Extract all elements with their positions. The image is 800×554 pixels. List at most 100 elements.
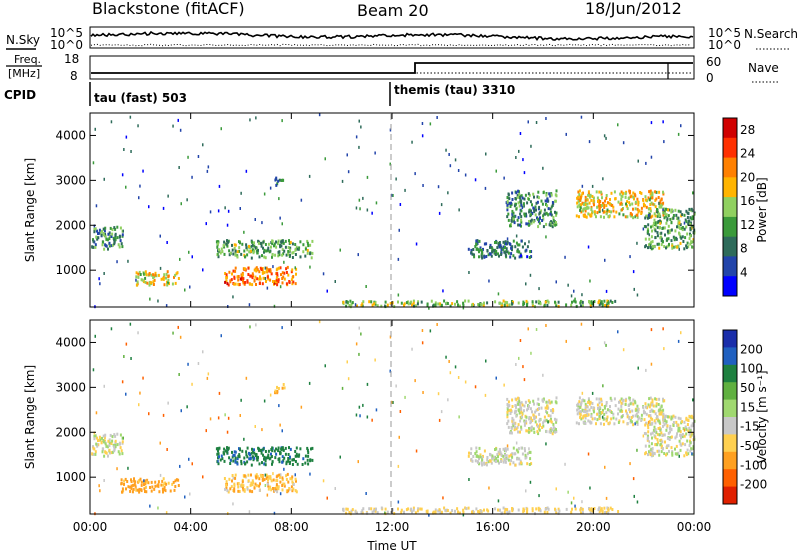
velocity-echo-cell (507, 400, 510, 404)
power-echo-cell (254, 246, 257, 250)
velocity-echo-cell (654, 436, 657, 440)
velocity-echo-cell (667, 431, 670, 435)
power-echo-cell (276, 182, 279, 186)
velocity-echo-cell (635, 408, 638, 412)
velocity-echo-cell (116, 432, 119, 436)
noise-search-trace (90, 43, 692, 47)
velocity-echo-cell (532, 399, 535, 403)
velocity-echo-cell (617, 510, 620, 513)
velocity-echo-cell (240, 398, 242, 402)
power-echo-cell (434, 301, 437, 305)
power-echo-cell (691, 217, 694, 220)
velocity-echo-cell (334, 487, 336, 490)
power-echo-cell (664, 212, 667, 216)
power-echo-cell (105, 237, 108, 241)
velocity-echo-cell (454, 365, 457, 369)
velocity-echo-cell (668, 415, 671, 419)
power-echo-cell (545, 235, 547, 239)
velocity-echo-cell (306, 448, 309, 452)
velocity-echo-cell (657, 419, 660, 423)
power-echo-cell (454, 302, 456, 306)
velocity-echo-cell (261, 428, 263, 432)
velocity-echo-cell (514, 463, 517, 467)
velocity-echo-cell (467, 506, 470, 510)
power-echo-cell (642, 202, 645, 206)
power-echo-cell (598, 303, 601, 307)
velocity-echo-cell (636, 414, 639, 418)
power-echo-cell (593, 203, 595, 207)
velocity-echo-cell (609, 506, 612, 510)
velocity-echo-cell (545, 400, 548, 404)
power-echo-cell (471, 303, 473, 307)
power-echo-cell (574, 297, 576, 301)
power-echo-cell (647, 223, 650, 227)
velocity-echo-cell (505, 454, 508, 458)
velocity-echo-cell (397, 507, 399, 511)
power-echo-cell (670, 239, 673, 243)
velocity-echo-cell (263, 399, 266, 403)
velocity-echo-cell (590, 507, 593, 511)
power-echo-cell (518, 250, 521, 254)
power-echo-cell (358, 145, 360, 149)
velocity-echo-cell (513, 411, 516, 415)
velocity-echo-cell (617, 407, 620, 411)
velocity-echo-cell (648, 444, 651, 448)
velocity-echo-cell (273, 488, 276, 492)
power-echo-cell (530, 255, 533, 259)
velocity-colorbar-tick-label: -100 (740, 458, 767, 472)
velocity-echo-cell (145, 490, 148, 494)
velocity-echo-cell (689, 449, 692, 453)
velocity-echo-cell (270, 479, 273, 483)
power-echo-cell (271, 239, 274, 243)
velocity-echo-cell (632, 402, 635, 406)
power-echo-cell (526, 302, 529, 306)
velocity-colorbar-tick-label: 15 (740, 400, 755, 414)
velocity-echo-cell (188, 457, 190, 461)
power-echo-cell (475, 247, 478, 251)
power-echo-cell (351, 301, 354, 305)
velocity-echo-cell (511, 422, 514, 426)
power-echo-cell (545, 117, 547, 120)
power-echo-cell (689, 232, 691, 236)
power-echo-cell (650, 225, 652, 229)
power-echo-cell (249, 249, 252, 253)
power-echo-cell (656, 225, 659, 229)
power-echo-cell (269, 278, 272, 282)
power-echo-cell (95, 235, 98, 239)
power-echo-cell (110, 244, 113, 248)
power-echo-cell (309, 252, 312, 256)
velocity-echo-cell (398, 435, 400, 439)
power-echo-cell (270, 245, 272, 249)
velocity-echo-cell (169, 489, 172, 493)
power-echo-cell (326, 289, 328, 293)
velocity-echo-cell (538, 418, 541, 422)
velocity-echo-cell (619, 399, 622, 403)
power-echo-cell (277, 254, 280, 258)
velocity-echo-cell (579, 402, 582, 406)
velocity-echo-cell (458, 511, 461, 515)
velocity-echo-cell (672, 421, 675, 424)
power-echo-cell (629, 213, 632, 217)
velocity-echo-cell (675, 420, 678, 424)
velocity-echo-cell (281, 478, 284, 482)
power-echo-cell (94, 243, 97, 247)
power-echo-cell (280, 273, 282, 277)
velocity-echo-cell (244, 462, 246, 466)
power-echo-cell (648, 212, 651, 216)
power-echo-cell (464, 299, 467, 303)
velocity-echo-cell (688, 426, 691, 430)
power-echo-cell (191, 255, 193, 259)
velocity-colorbar-segment (723, 486, 737, 505)
velocity-echo-cell (148, 412, 150, 416)
velocity-echo-cell (472, 455, 475, 458)
power-echo-cell (610, 210, 613, 214)
velocity-echo-cell (278, 460, 281, 464)
power-echo-cell (397, 257, 400, 261)
power-echo-cell (632, 207, 634, 211)
velocity-echo-cell (672, 414, 675, 418)
velocity-echo-cell (350, 509, 353, 513)
power-echo-cell (262, 246, 264, 250)
power-echo-cell (281, 119, 283, 123)
power-echo-cell (494, 241, 496, 244)
velocity-echo-cell (306, 458, 309, 462)
